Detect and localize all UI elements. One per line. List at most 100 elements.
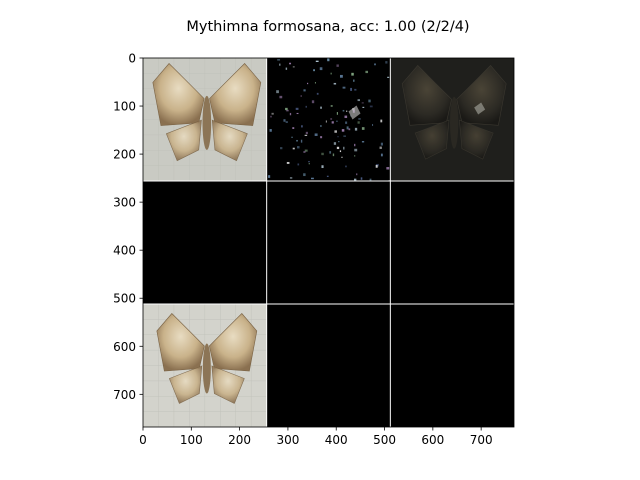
saliency-speck [357,121,360,124]
saliency-speck [295,107,299,110]
saliency-speck [343,146,345,150]
saliency-speck [279,63,281,66]
moth-icon [156,313,258,404]
saliency-speck [314,82,316,84]
moth-forewing-right [456,65,507,126]
saliency-speck [344,115,348,119]
saliency-speck [354,143,356,147]
saliency-speck [332,153,335,157]
image-grid [142,57,515,428]
moth-hindwing-left [168,365,203,404]
tile-background [266,58,391,181]
saliency-speck [301,125,303,128]
tile-background [143,181,267,304]
moth-forewing-left [156,313,205,372]
saliency-speck [308,160,310,163]
saliency-speck [354,155,356,157]
saliency-speck [300,139,303,143]
saliency-speck [356,173,358,176]
moth-icon [348,105,361,120]
saliency-speck [286,109,289,112]
x-tick-label: 700 [470,433,493,447]
saliency-speck [336,64,339,67]
saliency-speck [285,121,288,123]
saliency-speck [292,147,295,150]
saliency-speck [335,120,338,122]
saliency-speck [297,146,300,149]
saliency-speck [270,115,272,118]
saliency-speck [369,105,373,108]
saliency-speck [311,100,315,104]
moth-hindwing-left [165,119,202,162]
saliency-speck [354,127,358,131]
moth-forewing-left [152,63,205,126]
saliency-speck [325,120,327,123]
saliency-speck [305,105,307,108]
saliency-speck [354,178,357,181]
saliency-speck [331,121,334,124]
saliency-speck [362,106,365,108]
saliency-speck [280,147,283,150]
y-tick-label: 400 [113,244,136,258]
tile-r1-c1 [266,181,391,304]
saliency-speck [303,151,306,153]
moth-body [202,343,211,394]
saliency-speck [289,62,292,65]
saliency-speck [303,89,306,92]
saliency-speck [292,66,295,68]
saliency-speck [365,70,369,74]
saliency-speck [386,167,390,170]
saliency-speck [380,142,383,146]
x-tick-label: 0 [139,433,147,447]
saliency-speck [319,125,322,127]
moth-forewing-left [401,65,452,126]
saliency-speck [374,63,376,66]
x-tick-label: 400 [325,433,348,447]
wing-highlight [474,102,486,115]
saliency-speck [289,177,293,179]
saliency-speck [338,141,340,143]
saliency-speck [289,112,292,116]
saliency-speck [285,107,288,111]
saliency-speck [277,59,281,61]
moth-body [202,95,212,150]
saliency-highlight [348,105,361,120]
saliency-speck [357,99,360,102]
saliency-speck [320,136,323,139]
moth-forewing-right [209,63,262,126]
tile-background [266,181,391,304]
saliency-speck [342,86,346,89]
saliency-speck [360,177,363,180]
saliency-speck [351,72,354,76]
saliency-speck [345,165,347,168]
tile-background [390,181,514,304]
saliency-speck [342,109,345,112]
saliency-speck [339,150,342,153]
tile-r0-c1 [266,58,392,184]
moth-icon [401,65,507,160]
saliency-speck [271,112,274,115]
saliency-speck [341,156,343,158]
x-tick-label: 500 [373,433,396,447]
saliency-speck [341,129,345,132]
tile-r2-c2 [390,304,514,427]
y-tick-label: 200 [113,148,136,162]
saliency-speck [321,152,324,156]
moth-icon [152,63,262,162]
saliency-speck [361,127,365,130]
moth-body [450,96,459,149]
saliency-speck [358,118,361,120]
saliency-speck [292,127,295,129]
saliency-speck [385,61,388,64]
saliency-speck [321,165,324,169]
saliency-speck [326,175,329,177]
axes-frame [142,57,515,428]
tile-r0-c0 [143,58,267,181]
moth-hindwing-right [211,119,248,162]
saliency-speck [330,72,332,75]
saliency-speck [305,131,308,135]
saliency-speck [368,99,371,103]
saliency-speck [313,69,315,72]
saliency-speck [291,136,293,138]
